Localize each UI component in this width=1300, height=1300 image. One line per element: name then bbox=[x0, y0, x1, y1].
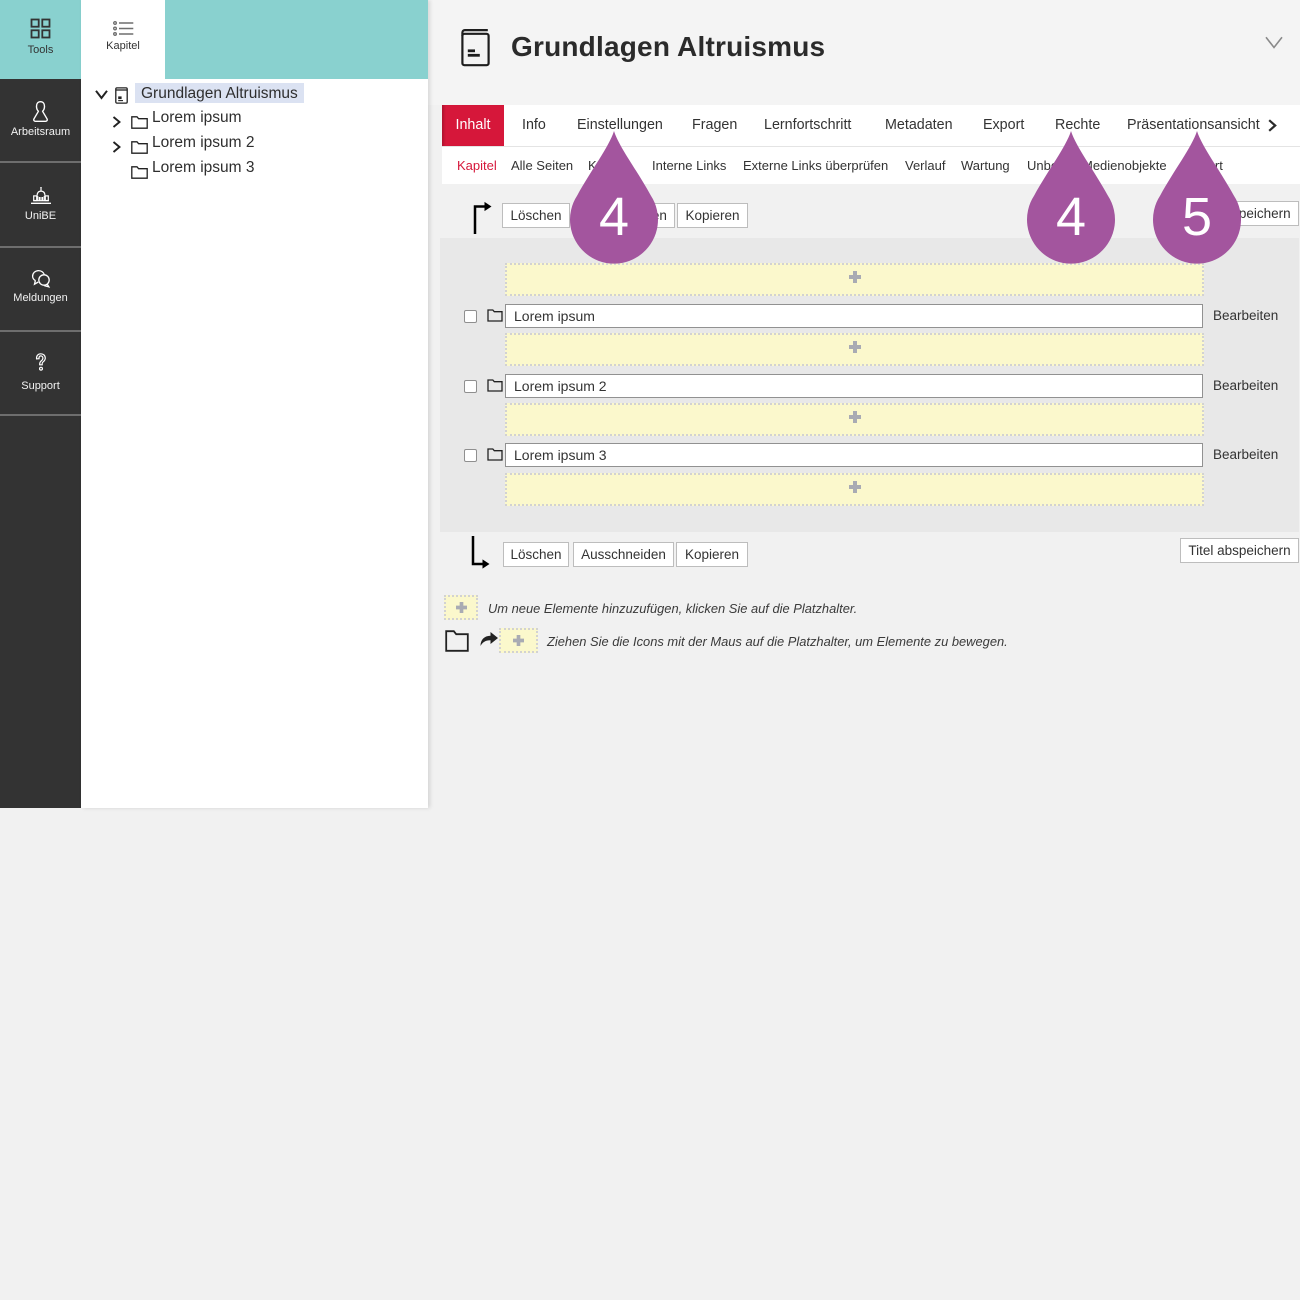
svg-text:5: 5 bbox=[1182, 187, 1212, 247]
svg-text:4: 4 bbox=[599, 187, 629, 247]
svg-text:4: 4 bbox=[1056, 187, 1086, 247]
